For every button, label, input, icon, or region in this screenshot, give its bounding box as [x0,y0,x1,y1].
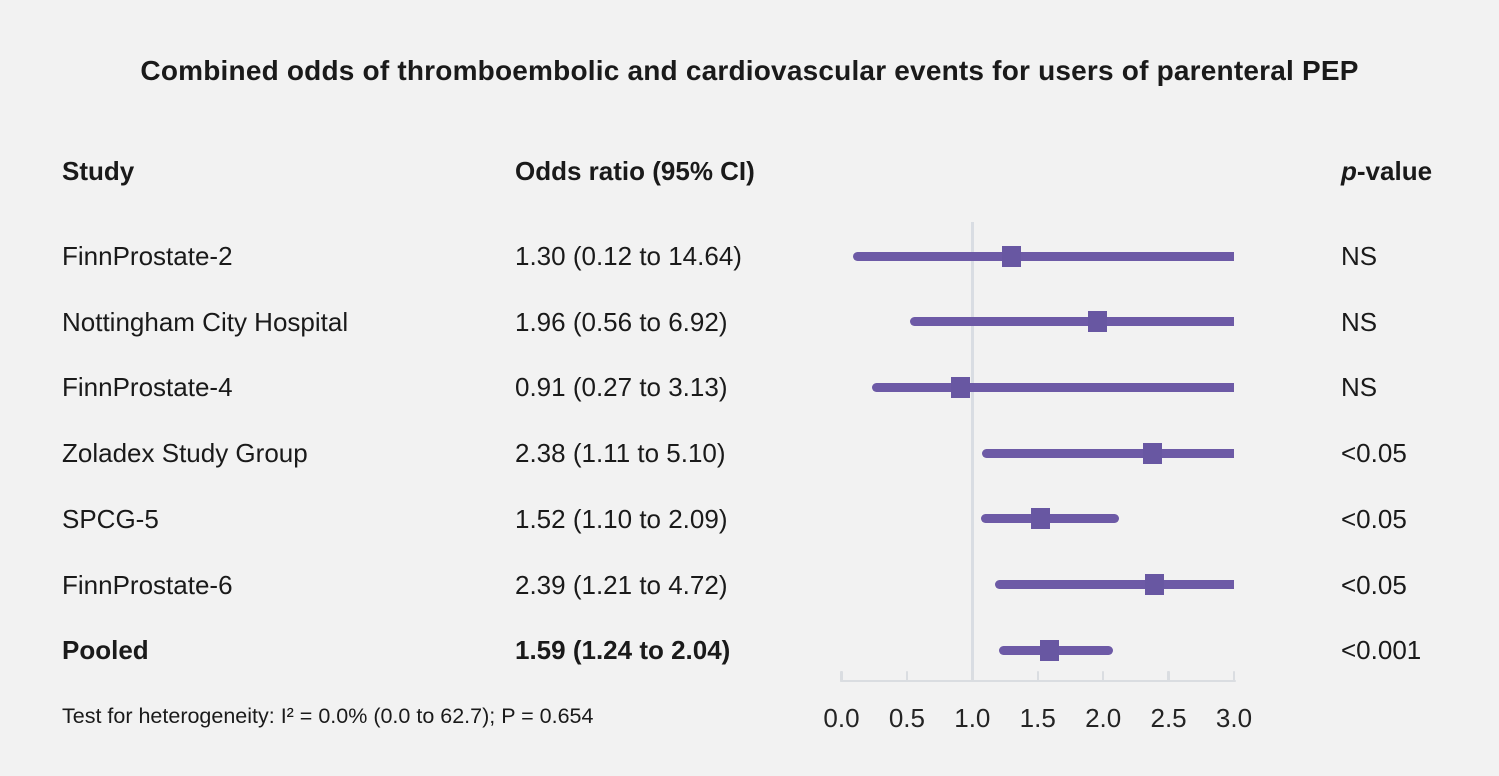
study-label: FinnProstate-6 [62,569,233,600]
odds-ratio-label: 1.52 (1.10 to 2.09) [515,503,728,534]
reference-line [971,222,974,682]
heterogeneity-footnote: Test for heterogeneity: I² = 0.0% (0.0 t… [62,704,594,728]
p-value-label: <0.001 [1341,635,1422,666]
study-label: FinnProstate-4 [62,372,233,403]
p-value-label: <0.05 [1341,438,1407,469]
x-axis-tick [971,671,974,682]
odds-ratio-marker [1040,639,1060,661]
odds-ratio-marker [1030,508,1050,530]
odds-ratio-label: 0.91 (0.27 to 3.13) [515,372,728,403]
p-value-label: NS [1341,372,1378,403]
x-axis-tick-label: 0.5 [888,703,925,733]
odds-ratio-marker [1002,245,1022,267]
column-header-odds-ratio: Odds ratio (95% CI) [515,156,755,186]
confidence-interval-line [910,317,1234,327]
x-axis-tick [905,671,909,682]
x-axis-tick [1101,671,1105,682]
odds-ratio-label: 1.96 (0.56 to 6.92) [515,306,728,337]
confidence-interval-line [995,580,1234,589]
confidence-interval-line [980,514,1120,524]
study-label: Zoladex Study Group [62,438,308,469]
page-title: Combined odds of thromboembolic and card… [140,55,1359,86]
odds-ratio-label: 1.30 (0.12 to 14.64) [515,241,742,271]
confidence-interval-line [872,382,1234,392]
p-value-label: NS [1341,241,1378,271]
x-axis-tick [840,671,843,682]
x-axis-tick [1232,671,1236,682]
study-label: FinnProstate-2 [62,241,233,271]
x-axis-tick-label: 2.5 [1150,703,1187,733]
odds-ratio-label: 2.38 (1.11 to 5.10) [515,438,726,469]
x-axis-tick-label: 1.5 [1019,703,1056,733]
odds-ratio-marker [1088,311,1108,333]
x-axis-tick-label: 2.0 [1085,703,1122,733]
odds-ratio-marker [1144,574,1164,595]
study-label: Pooled [62,635,149,666]
p-value-header-suffix: -value [1356,156,1433,186]
x-axis-tick [1167,671,1170,682]
confidence-interval-line [852,251,1234,261]
x-axis-tick [1036,671,1039,682]
study-label: SPCG-5 [62,503,159,534]
study-label: Nottingham City Hospital [62,306,349,337]
odds-ratio-marker [951,376,971,398]
p-value-label: <0.05 [1341,569,1407,600]
x-axis-tick-label: 3.0 [1215,703,1253,733]
odds-ratio-marker [1143,442,1163,464]
p-value-label: NS [1341,306,1378,337]
odds-ratio-label: 2.39 (1.21 to 4.72) [515,569,728,600]
odds-ratio-label: 1.59 (1.24 to 2.04) [515,635,731,666]
column-header-p-value: p-value [1341,156,1432,187]
x-axis-tick-label: 1.0 [954,703,991,733]
column-header-study: Study [62,156,135,186]
x-axis-tick-label: 0.0 [823,703,860,733]
p-value-label: <0.05 [1341,503,1407,534]
p-value-header-italic-p: p [1341,156,1357,186]
confidence-interval-line [982,448,1234,458]
